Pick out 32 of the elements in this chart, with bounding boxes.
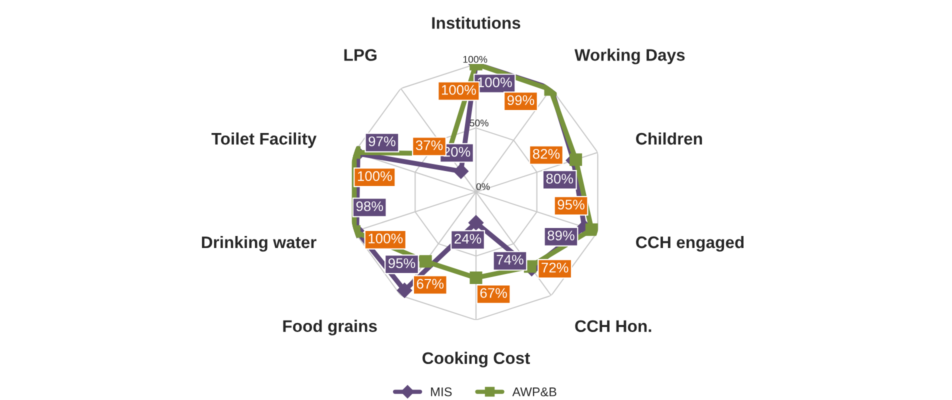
data-label: 74% [496, 254, 524, 265]
data-label: 97% [368, 136, 396, 146]
data-label: 98% [356, 201, 383, 212]
data-label: 72% [542, 262, 568, 272]
spoke-label: Drinking water [202, 236, 316, 252]
spoke-label: Cooking Cost [422, 352, 530, 368]
legend-label: MIS [431, 387, 452, 396]
data-label: 100% [358, 171, 392, 182]
spoke-label: Institutions [432, 16, 520, 29]
legend-label: AWP&B [512, 388, 556, 396]
data-label: 95% [558, 200, 584, 210]
data-label: 95% [388, 258, 416, 268]
data-label: 100% [442, 84, 476, 95]
data-label: 100% [368, 234, 403, 244]
data-label: 37% [416, 140, 443, 150]
spoke-label: Children [636, 132, 702, 145]
data-label: 67% [480, 288, 507, 298]
spoke-label: Toilet Facility [212, 132, 317, 148]
y-tick-label: 0% [476, 183, 490, 190]
data-label: 24% [454, 234, 482, 244]
data-label: 99% [507, 95, 534, 106]
data-label: 67% [416, 278, 444, 289]
data-label: 100% [478, 77, 512, 88]
y-tick-label: 100% [463, 56, 488, 63]
spoke-label: CCH Hon. [575, 320, 652, 332]
spoke-label: Food grains [283, 320, 377, 336]
data-label: 89% [548, 230, 574, 240]
data-label: 80% [546, 174, 574, 184]
spoke-label: CCH engaged [636, 236, 744, 252]
spoke-label: Working Days [574, 48, 685, 64]
spoke-label: LPG [344, 49, 376, 61]
data-label: 82% [532, 148, 560, 159]
